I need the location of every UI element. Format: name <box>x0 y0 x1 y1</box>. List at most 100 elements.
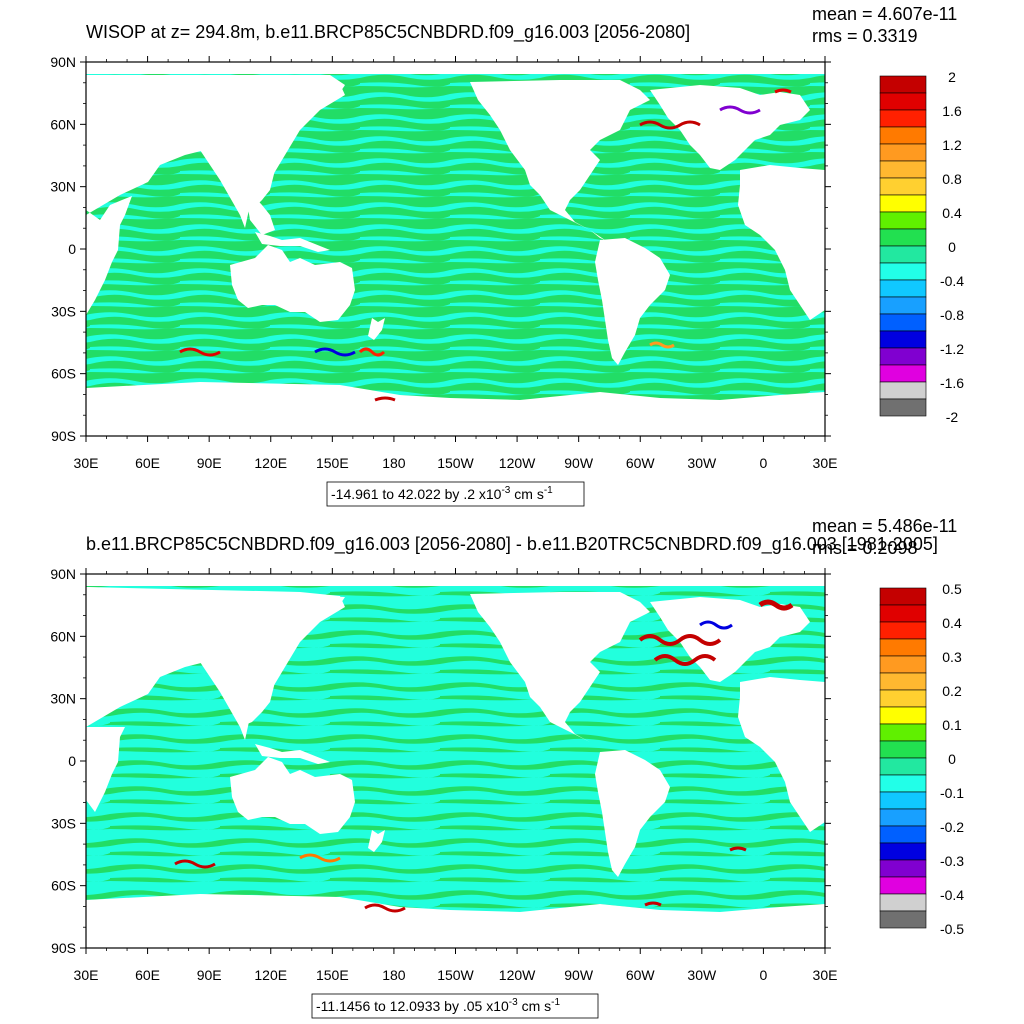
y-tick-label: 0 <box>68 753 76 769</box>
colorbar-bin <box>879 723 927 742</box>
y-tick-label: 90N <box>50 54 76 70</box>
x-tick-label: 90E <box>197 455 222 471</box>
y-tick-label: 30S <box>51 815 76 831</box>
colorbar-label: 0 <box>948 239 956 255</box>
panel-1: WISOP at z= 294.8m, b.e11.BRCP85C5CNBDRD… <box>50 4 964 507</box>
x-tick-label: 60E <box>135 967 160 983</box>
y-tick-label: 30N <box>50 691 76 707</box>
colorbar-label: -0.8 <box>940 307 964 323</box>
colorbar-bin <box>879 791 927 810</box>
colorbar-bin <box>879 621 927 640</box>
panel-1-hotspots <box>179 88 792 402</box>
panel-2-hotspots <box>174 599 794 913</box>
colorbar-bin <box>879 92 927 111</box>
colorbar-bin <box>879 808 927 827</box>
x-tick-label: 90W <box>564 455 594 471</box>
colorbar-label: -0.4 <box>940 273 964 289</box>
panel-2-map: 90N 60N 30N 0 30S 60S 90S 30E 60E 90E 120E 150E 180… <box>50 566 837 983</box>
panel-2-x-ticks: 30E 60E 90E 120E 150E 180 150W 120W 90W 60W 30W 0 30… <box>74 568 838 983</box>
colorbar-label: 0.3 <box>942 649 962 665</box>
colorbar-bin <box>879 245 927 264</box>
x-tick-label: 150W <box>437 967 474 983</box>
colorbar-bin <box>879 706 927 725</box>
panel-1-y-ticks: 90N 60N 30N 0 30S 60S 90S <box>50 54 831 444</box>
panel-1-range-units: cm s <box>510 486 543 502</box>
colorbar-bin <box>879 910 927 929</box>
x-tick-label: 60E <box>135 455 160 471</box>
colorbar-bin <box>879 604 927 623</box>
colorbar-label: -1.6 <box>940 375 964 391</box>
y-tick-label: 60S <box>51 366 76 382</box>
panel-1-range-text: -14.961 to 42.022 by .2 x10 <box>331 486 502 502</box>
panel-1-title: WISOP at z= 294.8m, b.e11.BRCP85C5CNBDRD… <box>86 22 690 43</box>
x-tick-label: 30E <box>813 967 838 983</box>
y-tick-label: 90S <box>51 940 76 956</box>
x-tick-label: 120W <box>499 967 536 983</box>
colorbar-bin <box>879 364 927 383</box>
colorbar-label: 0 <box>948 751 956 767</box>
panel-1-range-units-exp: -1 <box>544 485 553 496</box>
x-tick-label: 30E <box>74 455 99 471</box>
y-tick-label: 90S <box>51 428 76 444</box>
x-tick-label: 120E <box>254 455 287 471</box>
panel-2-range-text: -11.1456 to 12.0933 by .05 x10 <box>316 998 509 1014</box>
colorbar-bin <box>879 126 927 145</box>
colorbar-bin <box>879 296 927 315</box>
panel-2-title: b.e11.BRCP85C5CNBDRD.f09_g16.003 [2056-2… <box>86 534 938 555</box>
colorbar-bin <box>879 279 927 298</box>
colorbar-bin <box>879 194 927 213</box>
x-tick-label: 0 <box>760 455 768 471</box>
colorbar-label: 1.6 <box>942 103 962 119</box>
colorbar-bin <box>879 262 927 281</box>
x-tick-label: 90E <box>197 967 222 983</box>
x-tick-label: 60W <box>626 967 656 983</box>
svg-text:-11.1456 to 12.0933 by .05 x10: -11.1456 to 12.0933 by .05 x10-3 cm s-1 <box>316 997 560 1014</box>
colorbar-label: -2 <box>946 409 959 425</box>
panel-2-range-label: -11.1456 to 12.0933 by .05 x10-3 cm s-1 <box>311 993 599 1019</box>
colorbar-bin <box>879 330 927 349</box>
panel-1-range-exp: -3 <box>501 485 510 496</box>
panel-2-colorbar: 0.5 0.4 0.3 0.2 0.1 0 -0.1 -0.2 -0.3 -0.4 -0.5 <box>879 581 964 937</box>
colorbar-bin <box>879 381 927 400</box>
x-tick-label: 180 <box>382 967 406 983</box>
colorbar-bin <box>879 398 927 417</box>
colorbar-bin <box>879 655 927 674</box>
colorbar-label: 0.4 <box>942 615 962 631</box>
colorbar-bin <box>879 109 927 128</box>
panel-2-rms: rms = 0.2098 <box>812 538 918 558</box>
colorbar-label: 0.1 <box>942 717 962 733</box>
panel-1-range-label: -14.961 to 42.022 by .2 x10-3 cm s-1 <box>326 481 585 507</box>
panel-1-rms: rms = 0.3319 <box>812 26 918 46</box>
colorbar-bin <box>879 876 927 895</box>
colorbar-bin <box>879 689 927 708</box>
x-tick-label: 150E <box>316 455 349 471</box>
panel-2-range-exp: -3 <box>509 997 518 1008</box>
panel-2: b.e11.BRCP85C5CNBDRD.f09_g16.003 [2056-2… <box>50 516 964 1019</box>
x-tick-label: 30E <box>74 967 99 983</box>
panel-1-map: 90N 60N 30N 0 30S 60S 90S 30E 60E 90E 120E 150E 180… <box>50 54 837 471</box>
colorbar-bin <box>879 228 927 247</box>
colorbar-bin <box>879 893 927 912</box>
y-tick-label: 60S <box>51 878 76 894</box>
colorbar-bin <box>879 825 927 844</box>
colorbar-label: 0.8 <box>942 171 962 187</box>
x-tick-label: 60W <box>626 455 656 471</box>
colorbar-label: 0.2 <box>942 683 962 699</box>
colorbar-label: -1.2 <box>940 341 964 357</box>
panel-1-colorbar: 2 1.6 1.2 0.8 0.4 0 -0.4 -0.8 -1.2 -1.6 -2 <box>879 69 964 425</box>
x-tick-label: 120E <box>254 967 287 983</box>
panel-2-range-units-exp: -1 <box>551 997 560 1008</box>
panel-1-mean: mean = 4.607e-11 <box>812 4 957 24</box>
y-tick-label: 60N <box>50 116 76 132</box>
panel-2-range-units: cm s <box>518 998 551 1014</box>
colorbar-bin <box>879 774 927 793</box>
panel-1-polar-cap <box>86 62 825 74</box>
colorbar-bin <box>879 143 927 162</box>
panel-2-y-ticks: 90N 60N 30N 0 30S 60S 90S <box>50 566 831 956</box>
y-tick-label: 0 <box>68 241 76 257</box>
colorbar-bin <box>879 740 927 759</box>
x-tick-label: 30W <box>687 967 717 983</box>
y-tick-label: 90N <box>50 566 76 582</box>
y-tick-label: 60N <box>50 628 76 644</box>
x-tick-label: 120W <box>499 455 536 471</box>
